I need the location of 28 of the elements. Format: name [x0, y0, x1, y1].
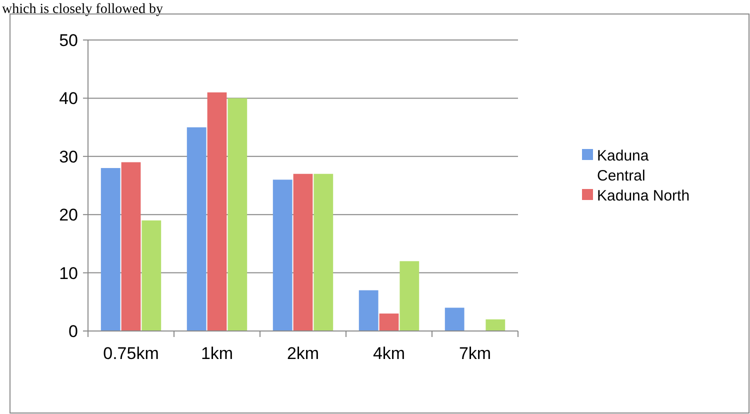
bar	[272, 180, 292, 331]
y-tick-label: 0	[68, 322, 78, 341]
y-tick-label: 40	[59, 89, 78, 108]
bar	[314, 174, 334, 331]
bar	[121, 162, 141, 331]
legend-label: Kaduna North	[597, 187, 690, 204]
bar	[100, 168, 120, 331]
bar	[486, 319, 506, 331]
text: which is closely followed by	[2, 2, 163, 17]
x-tick-label: 1km	[200, 344, 234, 363]
x-tick-label: 2km	[286, 344, 320, 363]
bar	[400, 261, 420, 331]
bar	[228, 98, 248, 331]
bar	[207, 92, 227, 331]
bar	[444, 308, 464, 331]
x-tick-label: 0.75km	[103, 344, 159, 363]
legend-label: Kaduna Central	[597, 147, 650, 184]
bar	[358, 290, 378, 331]
bar	[186, 127, 206, 331]
bar	[142, 220, 162, 331]
y-tick-label: 10	[59, 264, 78, 283]
x-tick-label: 7km	[458, 344, 492, 363]
y-tick-label: 50	[59, 30, 78, 50]
y-tick-label: 20	[59, 206, 78, 225]
bar	[379, 314, 399, 331]
bar	[293, 174, 313, 331]
y-tick-label: 30	[59, 147, 78, 166]
x-tick-label: 4km	[372, 344, 406, 363]
